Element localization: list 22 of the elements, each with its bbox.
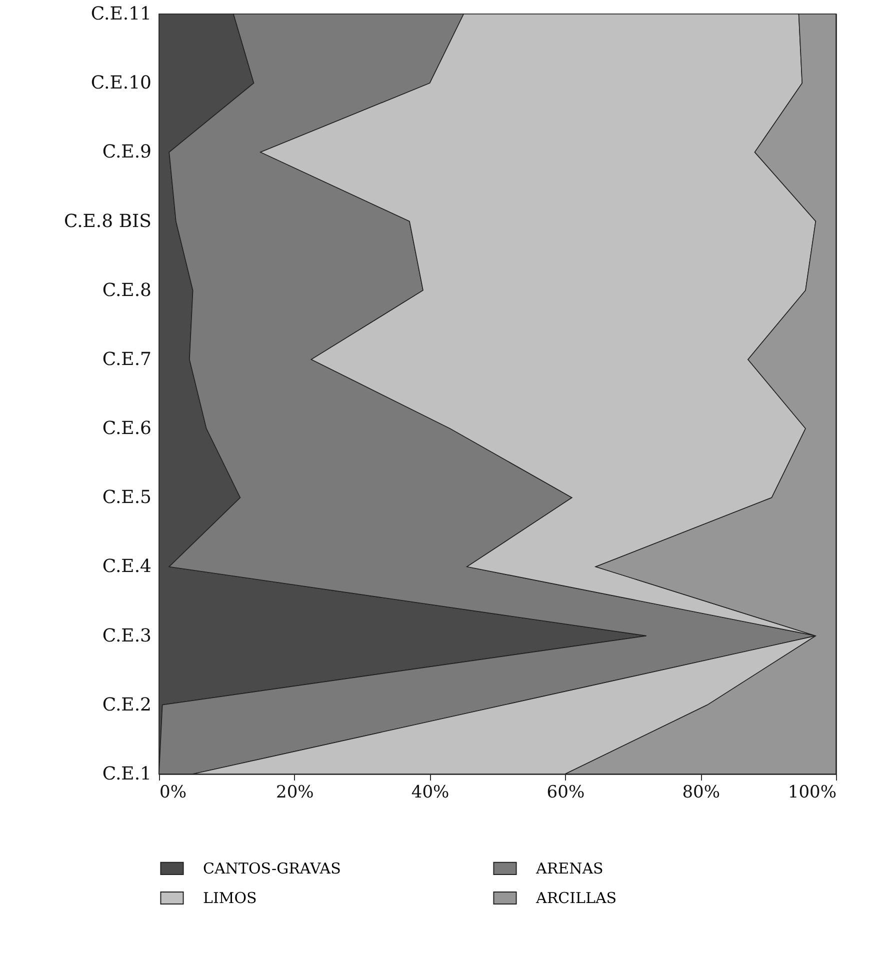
x-tick-label: 20% bbox=[276, 782, 314, 802]
legend-label: CANTOS-GRAVAS bbox=[203, 859, 341, 878]
legend-label: ARCILLAS bbox=[535, 889, 617, 907]
y-tick-label: C.E.11 bbox=[90, 4, 152, 24]
x-tick-label: 0% bbox=[160, 782, 186, 802]
x-tick-label: 60% bbox=[546, 782, 585, 802]
legend-label: LIMOS bbox=[203, 889, 257, 907]
y-tick-label: C.E.10 bbox=[90, 72, 152, 94]
y-tick-label: C.E.8 BIS bbox=[64, 210, 152, 232]
y-tick-label: C.E.1 bbox=[102, 764, 152, 784]
x-tick-label: 40% bbox=[411, 782, 450, 802]
y-tick-label: C.E.6 bbox=[102, 418, 152, 440]
y-tick-label: C.E.2 bbox=[102, 694, 152, 716]
y-tick-label: C.E.8 bbox=[102, 280, 152, 301]
legend-label: ARENAS bbox=[535, 859, 604, 878]
y-tick-label: C.E.3 bbox=[102, 625, 152, 646]
y-tick-label: C.E.9 bbox=[102, 142, 152, 163]
x-tick-label: 80% bbox=[682, 782, 720, 802]
x-tick-label: 100% bbox=[788, 782, 836, 802]
y-tick-label: C.E.7 bbox=[102, 348, 152, 370]
y-tick-label: C.E.4 bbox=[102, 556, 152, 578]
y-tick-label: C.E.5 bbox=[102, 487, 152, 508]
